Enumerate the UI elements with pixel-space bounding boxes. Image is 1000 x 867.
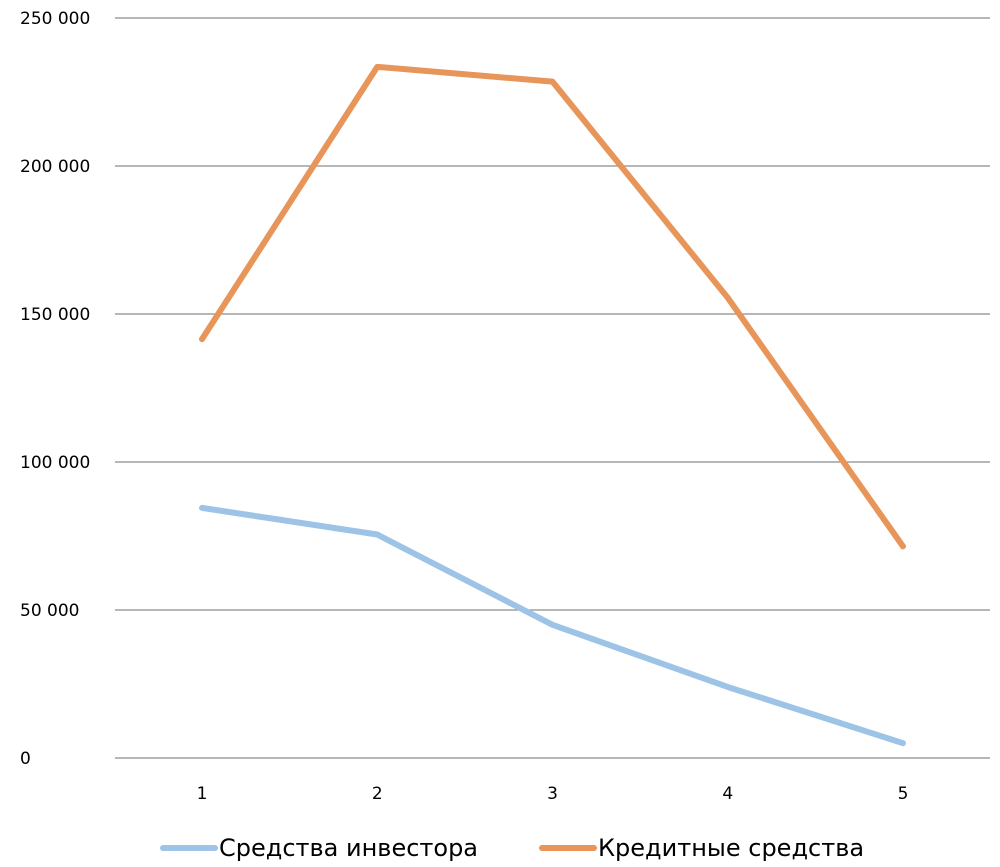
series-line-0 bbox=[199, 504, 906, 747]
y-tick-label-1: 50 000 bbox=[20, 601, 79, 621]
legend-label-0: Средства инвестора bbox=[219, 834, 478, 862]
y-tick-label-0: 0 bbox=[20, 749, 31, 769]
x-tick-label-3: 4 bbox=[722, 784, 733, 804]
x-tick-label-1: 2 bbox=[372, 784, 383, 804]
gridlines bbox=[115, 17, 990, 759]
y-tick-label-4: 200 000 bbox=[20, 157, 90, 177]
legend-label-1: Кредитные средства bbox=[598, 834, 864, 862]
series-line-1 bbox=[199, 63, 906, 550]
series-lines bbox=[199, 63, 906, 747]
y-tick-label-5: 250 000 bbox=[20, 9, 90, 29]
y-axis-ticks: 0 50 000 100 000 150 000 200 000 250 000 bbox=[20, 9, 90, 769]
x-tick-label-2: 3 bbox=[547, 784, 558, 804]
legend: Средства инвестора Кредитные средства bbox=[160, 834, 864, 862]
x-tick-label-0: 1 bbox=[197, 784, 208, 804]
x-axis-ticks: 1 2 3 4 5 bbox=[197, 784, 909, 804]
y-tick-label-2: 100 000 bbox=[20, 453, 90, 473]
x-tick-label-4: 5 bbox=[898, 784, 909, 804]
y-tick-label-3: 150 000 bbox=[20, 305, 90, 325]
